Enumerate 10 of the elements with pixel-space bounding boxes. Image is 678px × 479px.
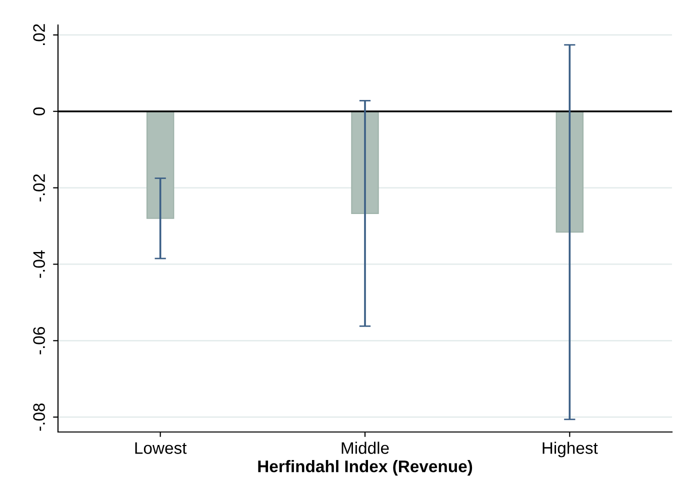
y-tick-label: 0 bbox=[33, 107, 45, 116]
x-axis-title: Herfindahl Index (Revenue) bbox=[258, 460, 472, 476]
y-tick-label: .02 bbox=[33, 24, 45, 45]
y-tick-label: -.04 bbox=[33, 250, 45, 278]
y-tick-label: -.08 bbox=[33, 403, 45, 431]
x-tick-label: Lowest bbox=[135, 442, 187, 454]
x-tick-label: Middle bbox=[342, 442, 389, 454]
x-tick-label: Highest bbox=[542, 442, 598, 458]
y-tick-label: -.02 bbox=[33, 174, 45, 202]
y-tick-label: -.06 bbox=[33, 327, 45, 354]
